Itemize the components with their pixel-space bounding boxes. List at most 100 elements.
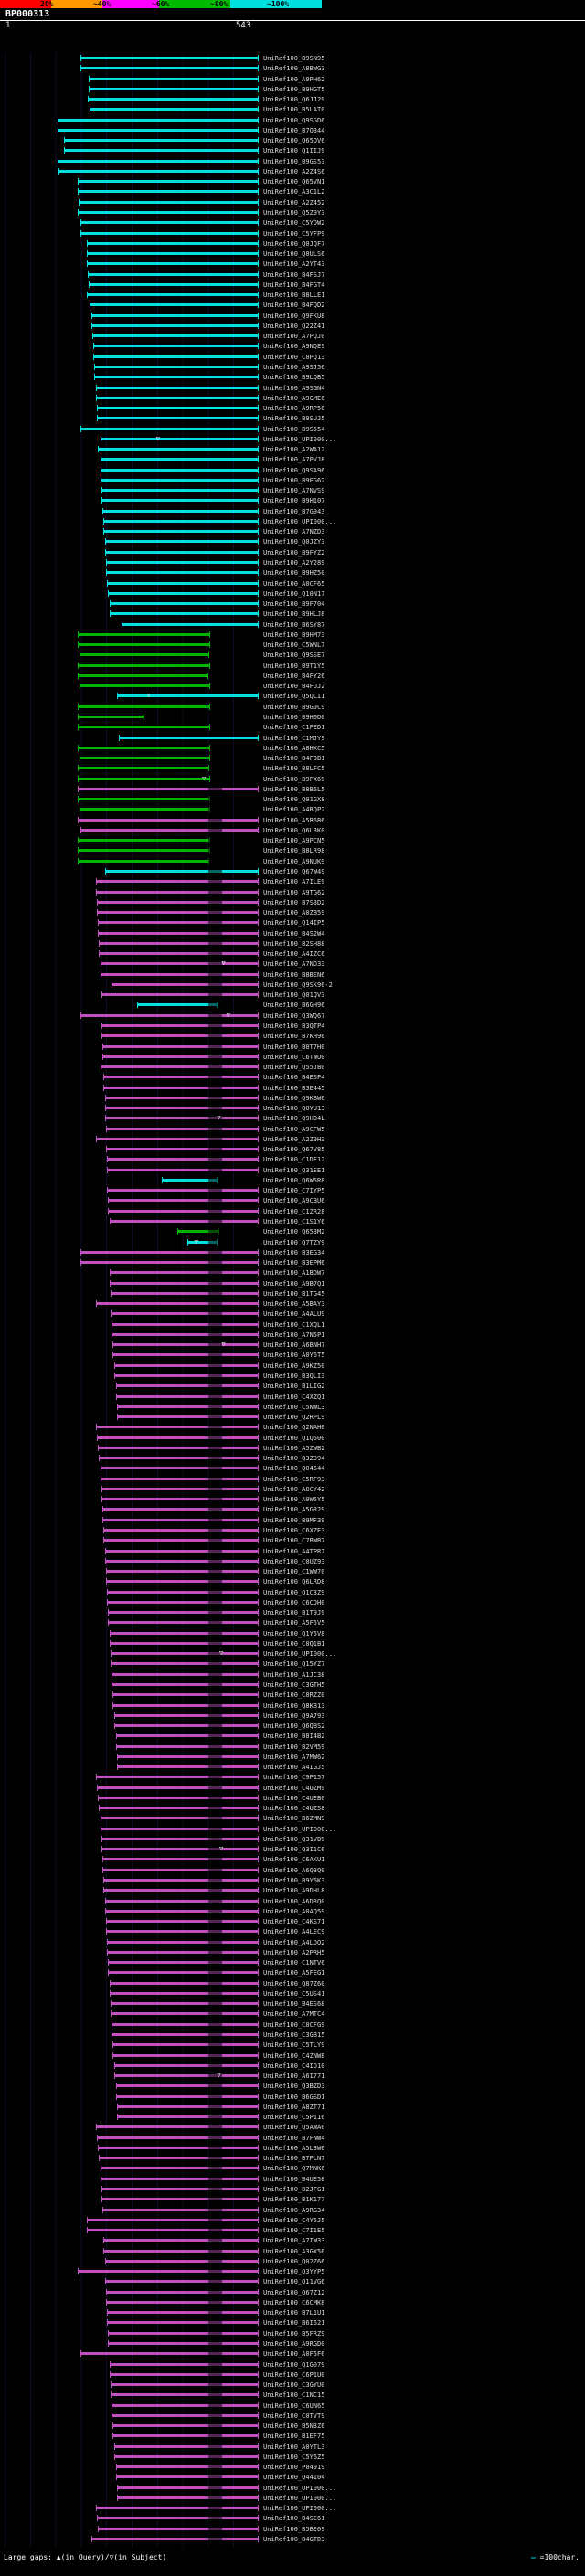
alignment-bar[interactable] <box>88 75 260 82</box>
alignment-bar[interactable] <box>116 1403 260 1410</box>
subject-label[interactable]: UniRef100_C9P157 <box>263 1774 325 1782</box>
alignment-bar[interactable] <box>90 2536 260 2543</box>
subject-label[interactable]: UniRef100_B5LAT0 <box>263 106 325 114</box>
subject-label[interactable]: UniRef100_B9FX69 <box>263 775 325 783</box>
subject-label[interactable]: UniRef100_UPI000... <box>263 2505 337 2513</box>
alignment-bar[interactable] <box>112 1341 259 1349</box>
alignment-bar[interactable] <box>103 1877 259 1884</box>
alignment-bar[interactable] <box>107 1166 259 1173</box>
alignment-bar[interactable] <box>79 652 210 659</box>
alignment-bar[interactable] <box>114 2072 259 2080</box>
subject-label[interactable]: UniRef100_Q1Q500 <box>263 1434 325 1442</box>
subject-label[interactable]: UniRef100_B9HM73 <box>263 631 325 639</box>
subject-label[interactable]: UniRef100_A2Y289 <box>263 559 325 567</box>
subject-label[interactable]: UniRef100_B4FSJ7 <box>263 270 325 279</box>
subject-label[interactable]: UniRef100_A5ZWB2 <box>263 1444 325 1452</box>
alignment-bar[interactable] <box>108 1619 259 1627</box>
subject-label[interactable]: UniRef100_C6CDH0 <box>263 1598 325 1606</box>
subject-label[interactable]: UniRef100_B4FGT4 <box>263 281 325 289</box>
alignment-bar[interactable] <box>57 157 260 164</box>
alignment-bar[interactable] <box>97 2515 259 2522</box>
subject-label[interactable]: UniRef100_C5WNL7 <box>263 641 325 650</box>
alignment-bar[interactable] <box>94 363 259 370</box>
alignment-bar[interactable] <box>109 1979 260 1987</box>
subject-label[interactable]: UniRef100_A7PQJ0 <box>263 333 325 341</box>
alignment-bar[interactable] <box>114 1712 259 1719</box>
alignment-bar[interactable] <box>100 960 260 968</box>
alignment-bar[interactable] <box>111 2391 259 2399</box>
subject-label[interactable]: UniRef100_B6I621 <box>263 2319 325 2327</box>
subject-label[interactable]: UniRef100_C0UZ93 <box>263 1557 325 1565</box>
alignment-bar[interactable] <box>100 1064 260 1071</box>
subject-label[interactable]: UniRef100_C6P1U0 <box>263 2370 325 2379</box>
alignment-bar[interactable] <box>87 96 260 103</box>
alignment-bar[interactable] <box>116 2103 260 2110</box>
alignment-bar[interactable] <box>98 929 259 937</box>
alignment-bar[interactable] <box>107 1187 259 1194</box>
subject-label[interactable]: UniRef100_Q9HO4L <box>263 1115 325 1123</box>
subject-label[interactable]: UniRef100_Q15YZ7 <box>263 1660 325 1669</box>
subject-label[interactable]: UniRef100_A5B6B6 <box>263 816 325 824</box>
subject-label[interactable]: UniRef100_A8BWG3 <box>263 65 325 73</box>
subject-label[interactable]: UniRef100_Q67W49 <box>263 867 325 875</box>
alignment-bar[interactable] <box>112 1670 259 1678</box>
subject-label[interactable]: UniRef100_C1FED1 <box>263 724 325 732</box>
subject-label[interactable]: UniRef100_UPI000... <box>263 2494 337 2502</box>
alignment-bar[interactable] <box>96 1424 259 1431</box>
subject-label[interactable]: UniRef100_Q31VB9 <box>263 1835 325 1843</box>
subject-label[interactable]: UniRef100_Q55JB0 <box>263 1064 325 1072</box>
subject-label[interactable]: UniRef100_B2VM59 <box>263 1743 325 1751</box>
alignment-bar[interactable] <box>96 384 259 391</box>
subject-label[interactable]: UniRef100_B1EF75 <box>263 2433 325 2441</box>
subject-label[interactable]: UniRef100_Q1C3Z9 <box>263 1588 325 1596</box>
subject-label[interactable]: UniRef100_Q3BZD3 <box>263 2083 325 2091</box>
alignment-bar[interactable] <box>112 1680 259 1688</box>
alignment-bar[interactable] <box>99 939 259 947</box>
subject-label[interactable]: UniRef100_C1S1Y6 <box>263 1218 325 1226</box>
alignment-bar[interactable] <box>101 1022 259 1029</box>
alignment-bar[interactable] <box>78 837 211 844</box>
subject-label[interactable]: UniRef100_B9SUJ5 <box>263 415 325 423</box>
alignment-bar[interactable] <box>99 950 259 958</box>
alignment-bar[interactable] <box>98 446 259 453</box>
alignment-bar[interactable] <box>103 528 259 535</box>
alignment-bar[interactable] <box>106 1146 259 1153</box>
subject-label[interactable]: UniRef100_B7FNW4 <box>263 2134 325 2142</box>
subject-label[interactable]: UniRef100_B9HLJ8 <box>263 610 325 619</box>
subject-label[interactable]: UniRef100_B1TG45 <box>263 1289 325 1298</box>
subject-label[interactable]: UniRef100_A7IW33 <box>263 2237 325 2245</box>
alignment-bar[interactable] <box>80 229 259 237</box>
subject-label[interactable]: UniRef100_C4ID10 <box>263 2062 325 2070</box>
alignment-bar[interactable] <box>78 672 209 679</box>
subject-label[interactable]: UniRef100_Q22Z41 <box>263 322 325 330</box>
subject-label[interactable]: UniRef100_C1XQL1 <box>263 1320 325 1329</box>
subject-label[interactable]: UniRef100_B6GH96 <box>263 1002 325 1010</box>
alignment-bar[interactable] <box>102 1506 259 1513</box>
subject-label[interactable]: UniRef100_B5BE09 <box>263 2525 325 2533</box>
subject-label[interactable]: UniRef100_B4ES68 <box>263 2000 325 2009</box>
subject-label[interactable]: UniRef100_B8B6L5 <box>263 785 325 793</box>
alignment-bar[interactable] <box>97 1434 259 1441</box>
subject-label[interactable]: UniRef100_Q6W5R8 <box>263 1176 325 1184</box>
alignment-bar[interactable] <box>101 487 259 494</box>
subject-label[interactable]: UniRef100_A7N5P1 <box>263 1330 325 1339</box>
subject-label[interactable]: UniRef100_Q01GX8 <box>263 796 325 804</box>
subject-label[interactable]: UniRef100_B6ZMN9 <box>263 1815 325 1823</box>
subject-label[interactable]: UniRef100_Q7TZY9 <box>263 1238 325 1246</box>
alignment-bar[interactable] <box>108 1207 259 1214</box>
alignment-bar[interactable] <box>80 2350 259 2358</box>
subject-label[interactable]: UniRef100_A0AQ59 <box>263 1907 325 1915</box>
alignment-bar[interactable] <box>106 1568 259 1575</box>
alignment-bar[interactable] <box>106 1578 259 1585</box>
alignment-bar[interactable] <box>92 343 260 350</box>
subject-label[interactable]: UniRef100_A7NVS9 <box>263 487 325 495</box>
alignment-bar[interactable] <box>108 1959 259 1966</box>
subject-label[interactable]: UniRef100_A9W5Y5 <box>263 1496 325 1504</box>
subject-label[interactable]: UniRef100_C1MJY9 <box>263 734 325 742</box>
subject-label[interactable]: UniRef100_B7S3D2 <box>263 898 325 906</box>
alignment-bar[interactable] <box>100 2165 260 2172</box>
subject-label[interactable]: UniRef100_C7I1E5 <box>263 2227 325 2235</box>
alignment-bar[interactable] <box>104 2278 260 2285</box>
subject-label[interactable]: UniRef100_C4UZS8 <box>263 1805 325 1813</box>
alignment-bar[interactable] <box>92 353 260 360</box>
